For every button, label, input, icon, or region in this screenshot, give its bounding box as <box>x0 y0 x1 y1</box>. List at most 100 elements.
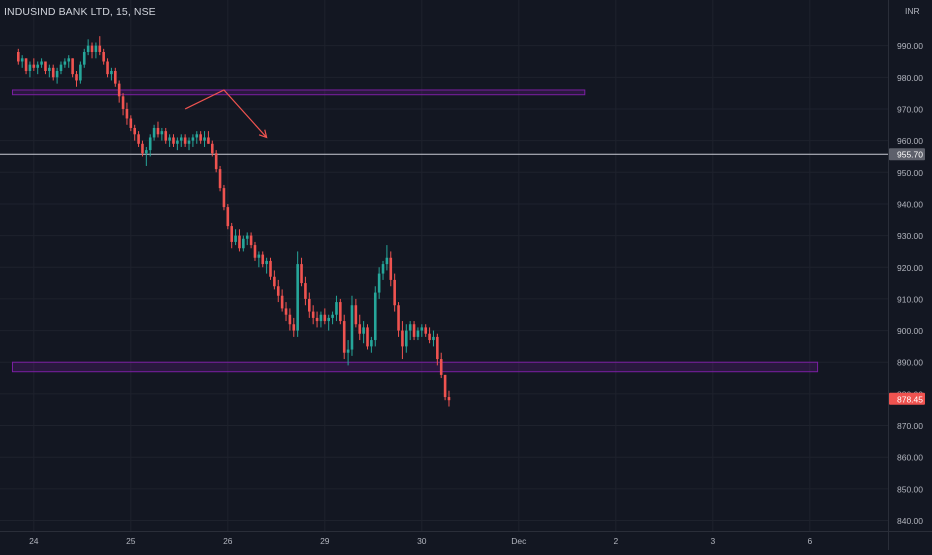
candle-body <box>304 283 307 299</box>
candle-down <box>141 140 144 157</box>
candle-body <box>269 260 272 277</box>
candle-body <box>323 314 327 322</box>
candle-body <box>311 311 315 318</box>
candle-down <box>443 374 447 401</box>
candle-up <box>385 245 389 271</box>
candle-body <box>292 324 296 331</box>
candle-down <box>102 48 105 65</box>
candle-body <box>36 64 39 68</box>
candle-up <box>373 286 377 347</box>
candle-body <box>110 70 113 75</box>
candle-down <box>129 115 133 132</box>
candle-body <box>319 314 323 322</box>
candle-body <box>296 264 299 331</box>
candle-body <box>315 317 319 322</box>
candle-body <box>67 58 71 62</box>
price-tick-label: 870.00 <box>897 421 923 431</box>
candle-down <box>292 317 296 337</box>
candle-down <box>121 93 125 116</box>
candle-body <box>381 264 385 274</box>
candle-up <box>195 131 199 144</box>
time-tick-label: 2 <box>613 536 618 546</box>
candle-up <box>160 127 164 141</box>
candle-body <box>424 327 427 334</box>
time-tick-label: 29 <box>320 536 330 546</box>
candle-up <box>152 124 156 141</box>
candle-up <box>350 295 354 356</box>
candle-down <box>98 36 102 56</box>
time-tick-label: 24 <box>29 536 39 546</box>
candle-down <box>308 292 311 318</box>
candle-down <box>339 298 342 325</box>
candle-body <box>242 238 245 249</box>
candle-down <box>44 61 47 75</box>
candle-body <box>366 327 369 347</box>
candle-body <box>164 131 168 141</box>
candle-body <box>191 137 195 141</box>
candle-body <box>94 45 98 52</box>
candle-down <box>137 131 140 147</box>
time-tick-label: 25 <box>126 536 136 546</box>
candle-body <box>370 340 373 347</box>
candle-down <box>311 305 315 325</box>
candle-up <box>234 229 237 246</box>
candle-body <box>86 45 90 52</box>
candle-body <box>385 257 389 265</box>
price-tick-label: 860.00 <box>897 453 923 463</box>
candle-body <box>346 349 350 353</box>
candle-down <box>117 80 121 103</box>
candle-up <box>242 235 245 252</box>
candle-body <box>447 397 451 401</box>
candle-body <box>17 51 20 62</box>
candle-body <box>203 137 206 141</box>
candle-body <box>59 64 63 71</box>
candle-down <box>172 134 175 147</box>
candle-down <box>214 150 218 173</box>
candle-body <box>408 324 412 331</box>
candle-body <box>308 298 311 312</box>
symbol-title[interactable]: INDUSIND BANK LTD, 15, NSE <box>4 6 156 18</box>
candle-down <box>315 311 319 328</box>
price-tick-label: 890.00 <box>897 358 923 368</box>
candle-body <box>199 134 202 141</box>
candle-up <box>327 314 330 331</box>
candle-up <box>63 58 67 68</box>
candle-body <box>354 305 358 325</box>
candle-down <box>389 251 393 287</box>
candle-body <box>137 134 140 144</box>
candle-body <box>432 336 435 341</box>
candle-body <box>145 150 148 154</box>
candle-down <box>439 352 443 379</box>
candle-body <box>90 45 94 52</box>
candle-up <box>331 311 334 325</box>
candle-body <box>32 64 36 68</box>
candle-up <box>408 321 412 341</box>
candle-down <box>253 241 257 261</box>
candle-up <box>319 311 323 328</box>
candle-body <box>102 51 105 62</box>
down-arrow-annotation <box>184 89 268 139</box>
candle-body <box>156 127 160 135</box>
price-tick-label: 920.00 <box>897 263 923 273</box>
candle-body <box>28 64 32 71</box>
candle-up <box>420 324 424 337</box>
candle-down <box>393 273 396 312</box>
candle-body <box>48 67 51 71</box>
candle-body <box>141 143 144 154</box>
time-tick-label: 6 <box>807 536 812 546</box>
candle-body <box>172 137 175 144</box>
candle-down <box>280 289 284 312</box>
candle-down <box>300 257 303 287</box>
candle-body <box>79 64 82 81</box>
candle-body <box>288 314 292 325</box>
candle-up <box>405 324 408 353</box>
candle-body <box>273 276 276 287</box>
price-tick-label: 910.00 <box>897 294 923 304</box>
candle-body <box>276 286 280 296</box>
candle-up <box>179 134 183 147</box>
candle-up <box>48 64 51 78</box>
candle-down <box>156 121 160 138</box>
candle-body <box>377 273 381 293</box>
